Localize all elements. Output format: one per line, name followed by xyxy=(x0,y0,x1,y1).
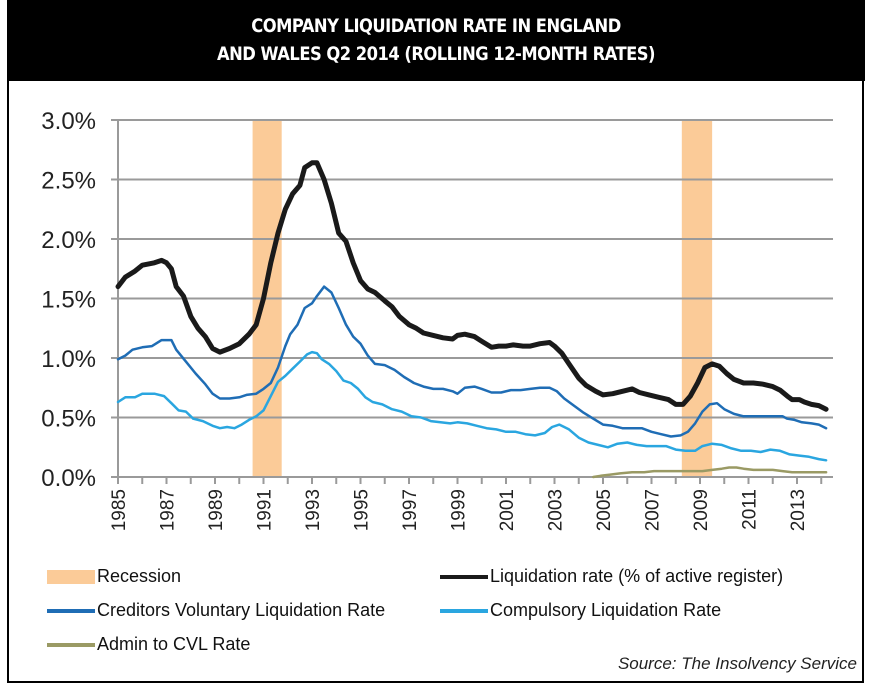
x-tick-label: 2009 xyxy=(691,489,712,531)
x-axis-tick-labels: 1985 1987 1989 1991 1993 1995 1997 1999 2001 2003… xyxy=(109,489,809,531)
x-tick-label: 1987 xyxy=(158,489,179,531)
legend-item-admin-cvl: Admin to CVL Rate xyxy=(47,634,250,655)
x-tick-label: 1989 xyxy=(206,489,227,531)
chart-frame xyxy=(7,0,864,683)
legend-item-recession: Recession xyxy=(47,566,181,587)
x-tick-label: 1995 xyxy=(352,489,373,531)
x-tick-label: 1991 xyxy=(255,489,276,531)
y-tick-label: 3.0% xyxy=(41,108,96,135)
legend-label-compulsory: Compulsory Liquidation Rate xyxy=(490,600,722,620)
legend-swatch-cvl xyxy=(47,608,95,613)
legend-swatch-recession xyxy=(47,569,95,584)
legend-label-cvl: Creditors Voluntary Liquidation Rate xyxy=(97,600,386,620)
axes xyxy=(111,119,833,484)
series-line-liquidation xyxy=(115,160,829,412)
legend-item-compulsory: Compulsory Liquidation Rate xyxy=(440,600,721,621)
legend-item-cvl: Creditors Voluntary Liquidation Rate xyxy=(47,600,385,621)
x-tick-label: 2001 xyxy=(497,489,518,531)
legend-item-liquidation: Liquidation rate (% of active register) xyxy=(440,566,783,587)
x-tick-label: 2013 xyxy=(788,489,809,531)
series-line-cvl xyxy=(116,285,828,438)
legend-swatch-liquidation xyxy=(440,574,488,579)
legend-swatch-compulsory xyxy=(440,608,488,613)
x-tick-label: 1993 xyxy=(303,489,324,531)
y-tick-label: 0.5% xyxy=(41,406,96,433)
y-tick-label: 0.0% xyxy=(41,465,96,492)
y-axis-tick-labels: 0.0% 0.5% 1.0% 1.5% 2.0% 2.5% 3.0% xyxy=(41,108,96,492)
y-tick-label: 1.0% xyxy=(41,346,96,373)
chart-title-line-1: COMPANY LIQUIDATION RATE IN ENGLAND xyxy=(251,15,621,37)
source-note: Source: The Insolvency Service xyxy=(617,654,857,673)
x-tick-label: 2011 xyxy=(740,489,761,530)
chart-title-line-2: AND WALES Q2 2014 (ROLLING 12-MONTH RATE… xyxy=(217,43,655,65)
x-tick-label: 1997 xyxy=(400,489,421,531)
series-lines xyxy=(115,160,829,479)
chart-header: COMPANY LIQUIDATION RATE IN ENGLAND AND … xyxy=(7,0,865,81)
legend-swatch-admin-cvl xyxy=(47,642,95,647)
legend-label-recession: Recession xyxy=(97,566,182,586)
y-tick-label: 2.5% xyxy=(41,168,96,195)
legend-label-admin-cvl: Admin to CVL Rate xyxy=(97,634,251,654)
series-line-admin-cvl xyxy=(592,466,828,479)
gridlines xyxy=(118,119,833,419)
y-tick-label: 1.5% xyxy=(41,287,96,314)
y-tick-label: 2.0% xyxy=(41,227,96,254)
x-tick-label: 1985 xyxy=(109,489,130,531)
x-tick-label: 2005 xyxy=(594,489,615,531)
x-tick-label: 1999 xyxy=(449,489,470,531)
series-line-compulsory xyxy=(116,350,828,462)
legend-label-liquidation: Liquidation rate (% of active register) xyxy=(490,566,784,586)
x-tick-label: 2007 xyxy=(643,489,664,531)
x-tick-label: 2003 xyxy=(546,489,567,531)
